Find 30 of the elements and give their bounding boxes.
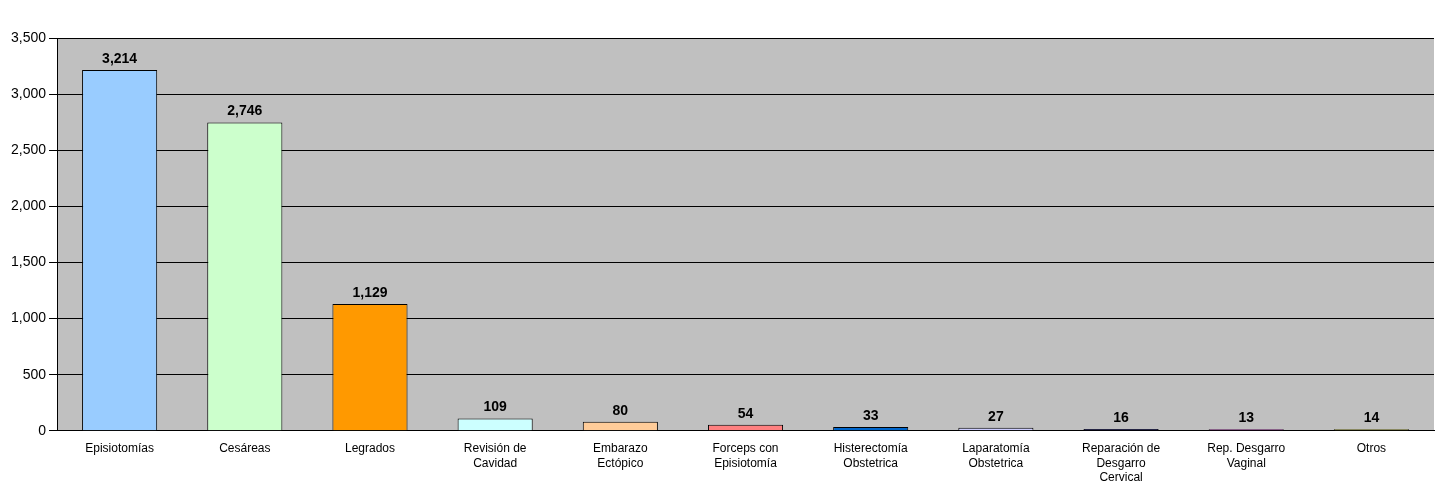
x-tick-label: Reparación de Desgarro Cervical (1082, 441, 1161, 485)
data-label: 16 (1113, 408, 1130, 425)
data-label: 80 (612, 401, 629, 418)
data-label: 54 (737, 404, 754, 421)
data-label: 13 (1238, 409, 1255, 426)
y-tick-label: 2,000 (10, 197, 47, 214)
y-tick-label: 3,500 (10, 28, 47, 45)
x-tick-label: Otros (1356, 441, 1387, 456)
x-tick-label: Cesáreas (219, 441, 271, 456)
x-tick-label: Legrados (344, 441, 395, 456)
data-label: 33 (862, 406, 879, 423)
data-label: 27 (988, 407, 1004, 424)
data-label: 3,214 (102, 49, 138, 66)
data-label: 1,129 (352, 283, 388, 300)
x-tick-label: Laparatomía Obstetrica (962, 441, 1030, 470)
data-label: 109 (483, 398, 508, 415)
y-tick-label: 2,500 (10, 141, 47, 158)
y-tick-label: 1,500 (10, 253, 47, 270)
x-tick-label: Forceps con Episiotomía (712, 441, 779, 470)
x-tick-label: Revisión de Cavidad (463, 441, 527, 470)
data-label: 2,746 (227, 102, 263, 119)
y-tick-label: 500 (22, 365, 47, 382)
x-tick-label: Embarazo Ectópico (592, 441, 648, 470)
x-tick-label: Histerectomía Obstetrica (833, 441, 909, 470)
data-label: 14 (1363, 409, 1380, 426)
y-tick-label: 0 (38, 421, 47, 438)
y-tick-label: 3,000 (10, 84, 47, 101)
x-tick-label: Rep. Desgarro Vaginal (1207, 441, 1286, 470)
x-tick-label: Episiotomías (85, 441, 154, 456)
y-tick-label: 1,000 (10, 309, 47, 326)
